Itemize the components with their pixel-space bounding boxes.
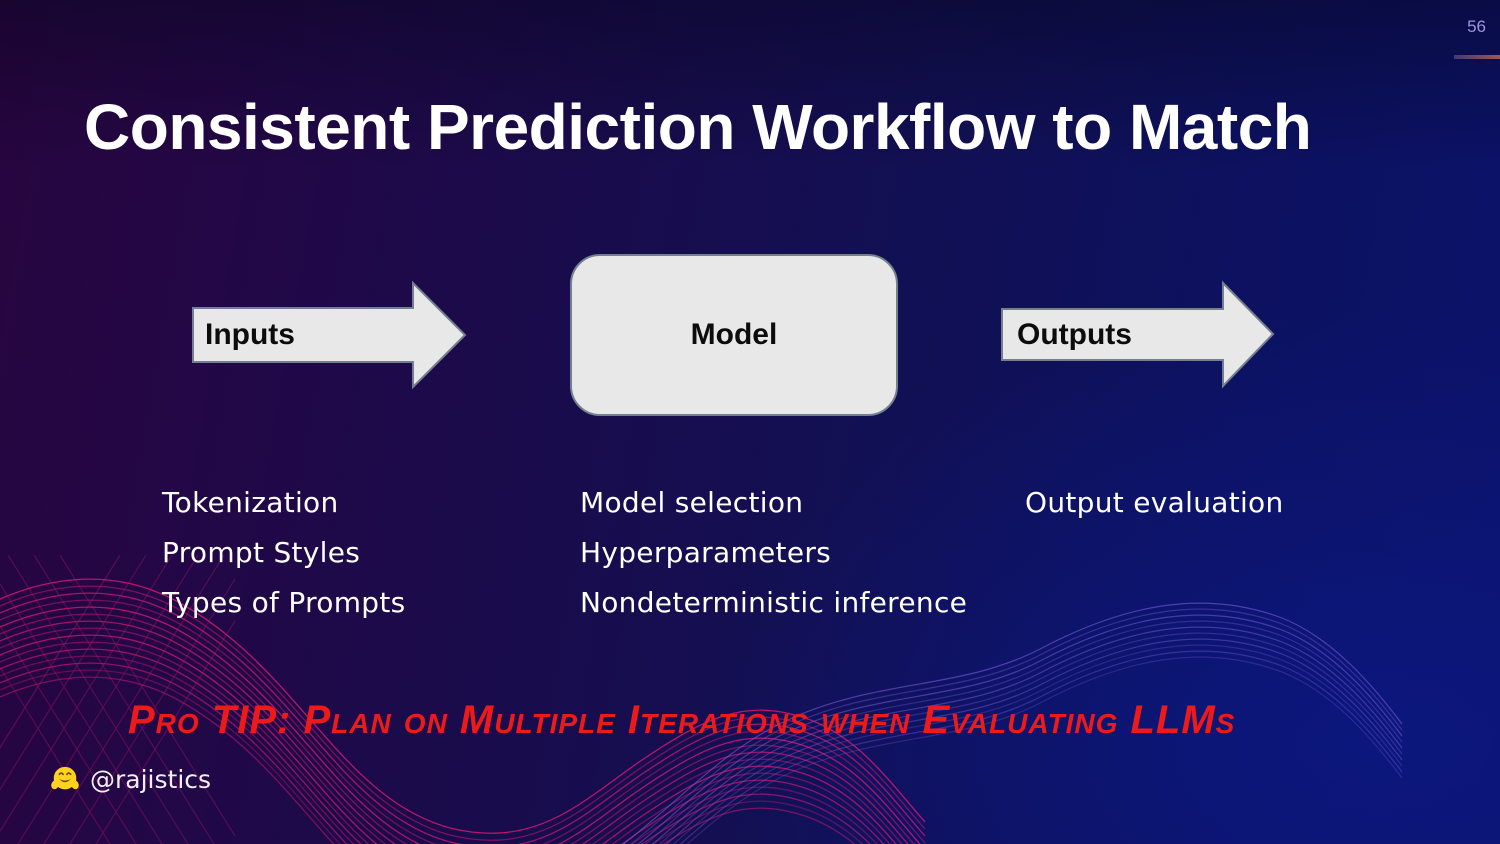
outputs-detail-list: Output evaluation xyxy=(1025,478,1284,528)
inputs-arrow-label: Inputs xyxy=(205,318,295,351)
list-item: Model selection xyxy=(580,486,804,519)
header-accent-line xyxy=(1454,55,1500,59)
inputs-detail-list: Tokenization Prompt Styles Types of Prom… xyxy=(162,478,406,628)
list-item: Output evaluation xyxy=(1025,486,1284,519)
model-box: Model xyxy=(570,254,898,416)
outputs-arrow-label: Outputs xyxy=(1017,317,1132,351)
pro-tip-text: Pro TIP: Plan on Multiple Iterations whe… xyxy=(128,698,1236,742)
list-item: Nondeterministic inference xyxy=(580,586,968,619)
list-item: Hyperparameters xyxy=(580,536,832,569)
author-handle: @rajistics xyxy=(90,764,212,794)
footer: @rajistics xyxy=(50,764,211,794)
model-box-label: Model xyxy=(690,318,778,351)
slide-title: Consistent Prediction Workflow to Match xyxy=(84,91,1312,163)
outputs-arrow-shape xyxy=(1001,280,1275,389)
page-number: 56 xyxy=(1467,17,1486,36)
inputs-arrow-shape xyxy=(192,280,467,390)
hugging-face-icon xyxy=(51,766,79,790)
list-item: Prompt Styles xyxy=(162,536,361,569)
model-detail-list: Model selection Hyperparameters Nondeter… xyxy=(580,478,967,628)
list-item: Tokenization xyxy=(162,486,339,519)
list-item: Types of Prompts xyxy=(162,586,406,619)
corner-crosshatch-decoration xyxy=(0,555,235,844)
